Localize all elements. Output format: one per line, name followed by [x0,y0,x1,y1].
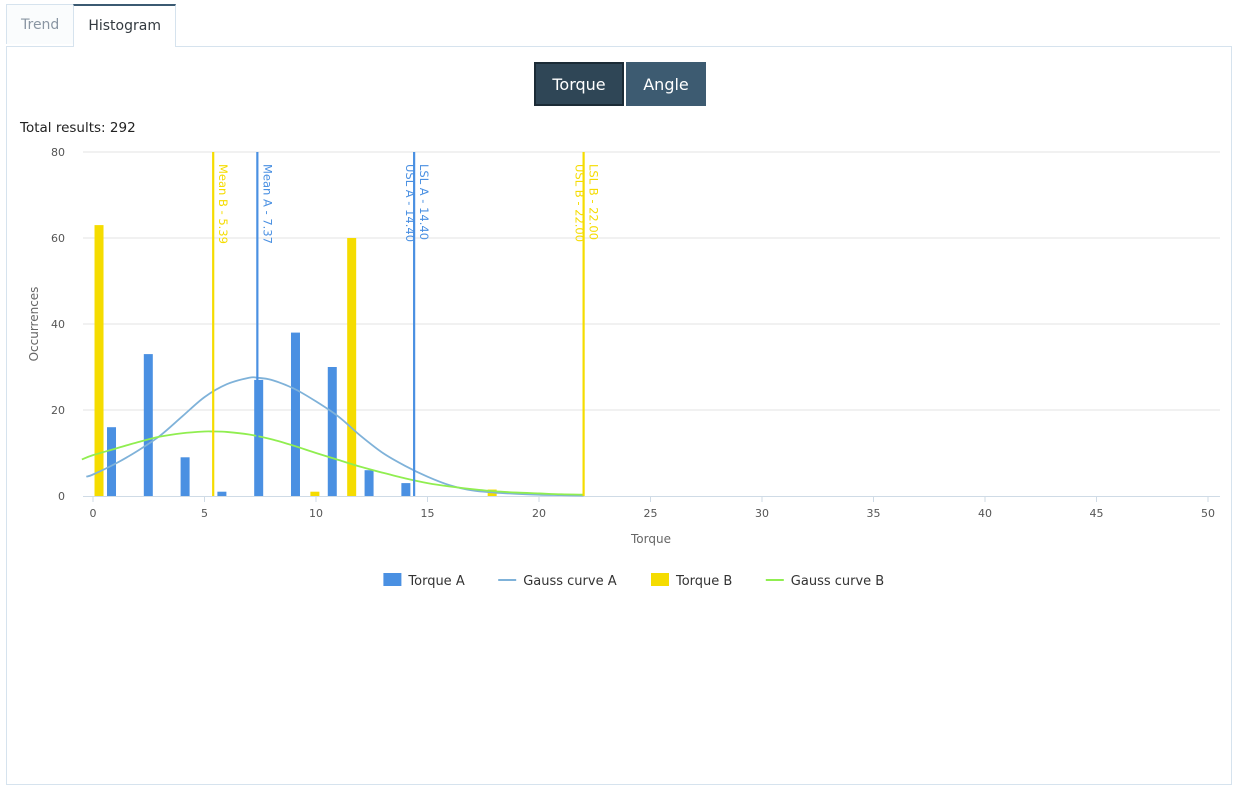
legend-label: Torque B [675,574,732,589]
total-results-label: Total results: 292 [20,120,136,136]
y-tick-label: 0 [58,490,65,503]
x-tick-label: 35 [867,507,881,520]
x-tick-label: 10 [309,507,323,520]
plot-line: Mean B - 5.39 [212,152,230,496]
y-tick-label: 20 [51,404,65,417]
bar[interactable] [254,379,264,496]
y-tick-label: 60 [51,232,65,245]
torque-button[interactable]: Torque [534,62,624,106]
x-tick-label: 20 [532,507,546,520]
tab-trend[interactable]: Trend [6,4,75,44]
legend-item-gauss-curve-a[interactable]: Gauss curve A [498,574,617,589]
plot-line-label: USL B - 22.00 [573,164,587,242]
histogram-panel [6,46,1232,785]
gauss-curves [81,376,584,497]
x-tick-label: 45 [1090,507,1104,520]
measure-toggle: Torque Angle [534,62,706,106]
bar[interactable] [143,354,153,496]
gauss-curve-b-line[interactable] [81,430,584,496]
chart-tabs: Trend Histogram [6,4,176,47]
plot-line-label: LSL A - 14.40 [417,164,431,240]
bar[interactable] [180,457,190,496]
legend-label: Torque A [407,574,464,589]
plot-line-label: USL A - 14.40 [403,164,417,242]
y-axis-title: Occurrences [27,287,41,362]
x-axis-title: Torque [630,532,671,546]
x-tick-label: 30 [755,507,769,520]
x-tick-label: 50 [1201,507,1215,520]
y-tick-label: 40 [51,318,65,331]
bar[interactable] [217,491,227,496]
x-tick-label: 0 [90,507,97,520]
y-tick-label: 80 [51,146,65,159]
x-tick-label: 40 [978,507,992,520]
legend-label: Gauss curve A [523,574,617,589]
plot-line-label: Mean B - 5.39 [216,164,230,244]
bar[interactable] [364,470,374,496]
bar[interactable] [401,483,411,496]
torque-a-bars [107,332,411,496]
legend-item-gauss-curve-b[interactable]: Gauss curve B [765,574,884,589]
plot-line: Mean A - 7.37 [256,152,274,496]
legend-label: Gauss curve B [791,574,884,589]
bar-series [94,225,497,496]
x-tick-label: 5 [201,507,208,520]
legend-swatch [651,573,669,586]
y-axis-ticks: 0 20 40 60 80 [51,146,65,503]
bar[interactable] [347,238,357,496]
plot-line-label: LSL B - 22.00 [587,164,601,240]
x-tick-label: 25 [644,507,658,520]
legend-item-torque-a[interactable]: Torque A [383,573,465,589]
bar[interactable] [290,332,300,496]
plot-lines: Mean B - 5.39 Mean A - 7.37 USL A - 14.40 L… [212,152,601,496]
x-tick-label: 15 [421,507,435,520]
legend-item-torque-b[interactable]: Torque B [651,573,732,589]
tab-histogram[interactable]: Histogram [73,4,176,47]
legend-swatch [383,573,402,586]
bar[interactable] [310,491,320,496]
angle-button[interactable]: Angle [626,62,706,106]
bar[interactable] [327,367,337,496]
chart-legend: Torque A Gauss curve A Torque B Gauss curve… [383,573,884,589]
plot-line-label: Mean A - 7.37 [260,164,274,244]
bar[interactable] [107,427,117,496]
bar[interactable] [94,225,104,496]
grid-lines [83,151,1220,411]
plot-line: USL A - 14.40 LSL A - 14.40 [403,152,431,496]
x-axis-ticks: 0 5 10 15 20 25 30 35 40 45 50 [90,496,1215,520]
plot-line: USL B - 22.00 LSL B - 22.00 [573,152,601,496]
